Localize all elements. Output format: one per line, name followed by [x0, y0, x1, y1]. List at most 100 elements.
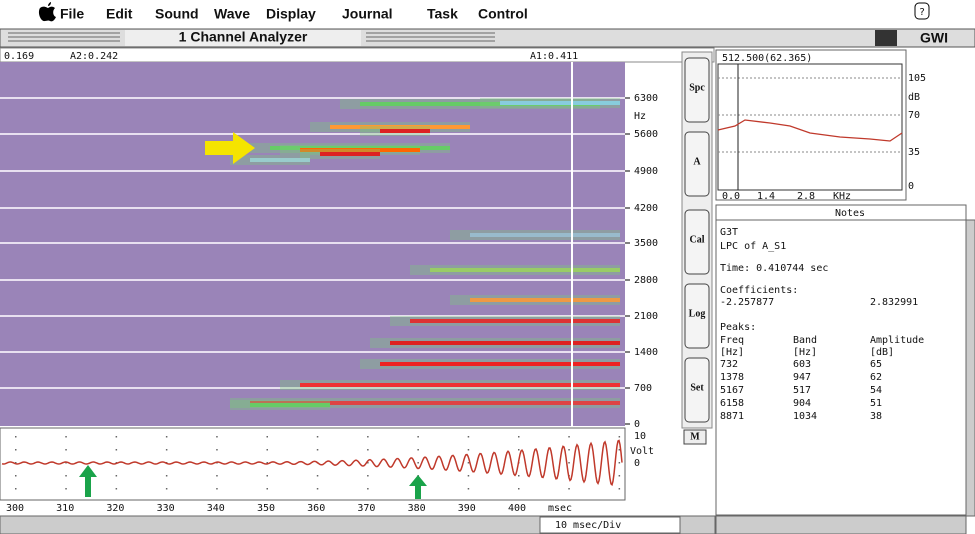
y-tick-label: 70	[908, 110, 920, 121]
grid-dot	[367, 475, 369, 477]
grid-dot	[116, 436, 118, 438]
grid-dot	[317, 475, 319, 477]
menu-item[interactable]: Edit	[106, 6, 133, 22]
table-cell: 603	[793, 359, 811, 370]
grid-dot	[317, 449, 319, 451]
band	[380, 362, 620, 366]
table-cell: 62	[870, 372, 882, 383]
side-button-label[interactable]: Set	[690, 382, 704, 393]
y-tick-label: 2100	[634, 311, 658, 322]
grid-dot	[367, 449, 369, 451]
grid-dot	[116, 488, 118, 490]
spectrum-header: 512.500(62.365)	[722, 53, 812, 64]
screen: File Edit Sound Wave Display Journal Task Contr…	[0, 0, 975, 534]
x-tick-label: 380	[408, 503, 426, 514]
table-cell: 1378	[720, 372, 744, 383]
table-unit: [Hz]	[720, 347, 744, 358]
notes-line: G3T	[720, 227, 738, 238]
notes-line: LPC of A_S1	[720, 241, 786, 252]
band	[390, 341, 620, 345]
band	[430, 268, 620, 272]
grid-band	[0, 351, 625, 353]
app-icon	[875, 30, 897, 46]
grid-dot	[317, 436, 319, 438]
menu-item[interactable]: Task	[427, 6, 458, 22]
band	[410, 319, 620, 323]
grid-dot	[267, 475, 269, 477]
table-header: Amplitude	[870, 335, 924, 346]
table-cell: 54	[870, 385, 882, 396]
grid-dot	[166, 449, 168, 451]
grid-dot	[468, 488, 470, 490]
side-button-label[interactable]: Spc	[689, 82, 705, 93]
menu-item[interactable]: Display	[266, 6, 316, 22]
y-tick-label: 2800	[634, 275, 658, 286]
table-cell: 732	[720, 359, 738, 370]
menu-item[interactable]: File	[60, 6, 84, 22]
cursor-a2: A2:0.242	[70, 51, 118, 62]
coefficient: -2.257877	[720, 297, 774, 308]
band	[250, 158, 310, 162]
x-tick-label: 300	[6, 503, 24, 514]
grid-dot	[468, 475, 470, 477]
page: 1 Channel Analyzer {"menu_bar":{"items":…	[0, 0, 975, 534]
grid-dot	[166, 488, 168, 490]
x-tick-label: 2.8	[797, 191, 815, 202]
grid-band	[0, 242, 625, 244]
x-unit: msec	[548, 503, 572, 514]
x-tick-label: 390	[458, 503, 476, 514]
side-button-label[interactable]: Log	[689, 308, 706, 319]
table-cell: 8871	[720, 411, 744, 422]
x-unit: KHz	[833, 191, 851, 202]
help-label[interactable]: ?	[919, 7, 925, 18]
grid-dot	[518, 436, 520, 438]
x-tick-label: 370	[357, 503, 375, 514]
y-tick-label: 1400	[634, 347, 658, 358]
grid-dot	[116, 449, 118, 451]
y-unit: Volt	[630, 446, 654, 457]
grid-dot	[216, 436, 218, 438]
x-tick-label: 320	[106, 503, 124, 514]
table-unit: [dB]	[870, 347, 894, 358]
grid-dot	[267, 436, 269, 438]
m-button-label[interactable]: M	[690, 431, 700, 442]
grid-band	[0, 279, 625, 281]
grid-dot	[65, 449, 67, 451]
table-cell: 6158	[720, 398, 744, 409]
menu-item[interactable]: Wave	[214, 6, 250, 22]
grid-dot	[317, 488, 319, 490]
side-button-label[interactable]: Cal	[690, 234, 705, 245]
cursor-a1: A1:0.411	[530, 51, 578, 62]
spectrum-plot	[718, 64, 902, 190]
table-cell: 517	[793, 385, 811, 396]
notes-scrollbar[interactable]	[716, 516, 966, 534]
grid-dot	[468, 449, 470, 451]
y-tick-label: 35	[908, 147, 920, 158]
table-unit: [Hz]	[793, 347, 817, 358]
body: File Edit Sound Wave Display Journal Task Contr…	[0, 0, 975, 534]
band	[470, 298, 620, 302]
band	[250, 403, 330, 407]
x-tick-label: 0.0	[722, 191, 740, 202]
y-unit: Hz	[634, 111, 646, 122]
side-button-label[interactable]: A	[693, 156, 701, 167]
grid-dot	[619, 475, 621, 477]
menu-item[interactable]: Control	[478, 6, 528, 22]
grid-band	[0, 170, 625, 172]
y-tick-label: 3500	[634, 238, 658, 249]
menu-item[interactable]: Journal	[342, 6, 393, 22]
table-cell: 38	[870, 411, 882, 422]
menu-item[interactable]: Sound	[155, 6, 199, 22]
x-tick-label: 400	[508, 503, 526, 514]
grid-dot	[468, 436, 470, 438]
y-tick-label: 4200	[634, 203, 658, 214]
grid-dot	[216, 488, 218, 490]
notes-vscroll[interactable]	[966, 220, 975, 516]
x-tick-label: 1.4	[757, 191, 775, 202]
grid-dot	[619, 462, 621, 464]
waveform	[0, 428, 625, 500]
y-unit: dB	[908, 92, 920, 103]
table-header: Band	[793, 335, 817, 346]
table-header: Freq	[720, 335, 744, 346]
scale-label[interactable]: 10 msec/Div	[555, 520, 621, 531]
